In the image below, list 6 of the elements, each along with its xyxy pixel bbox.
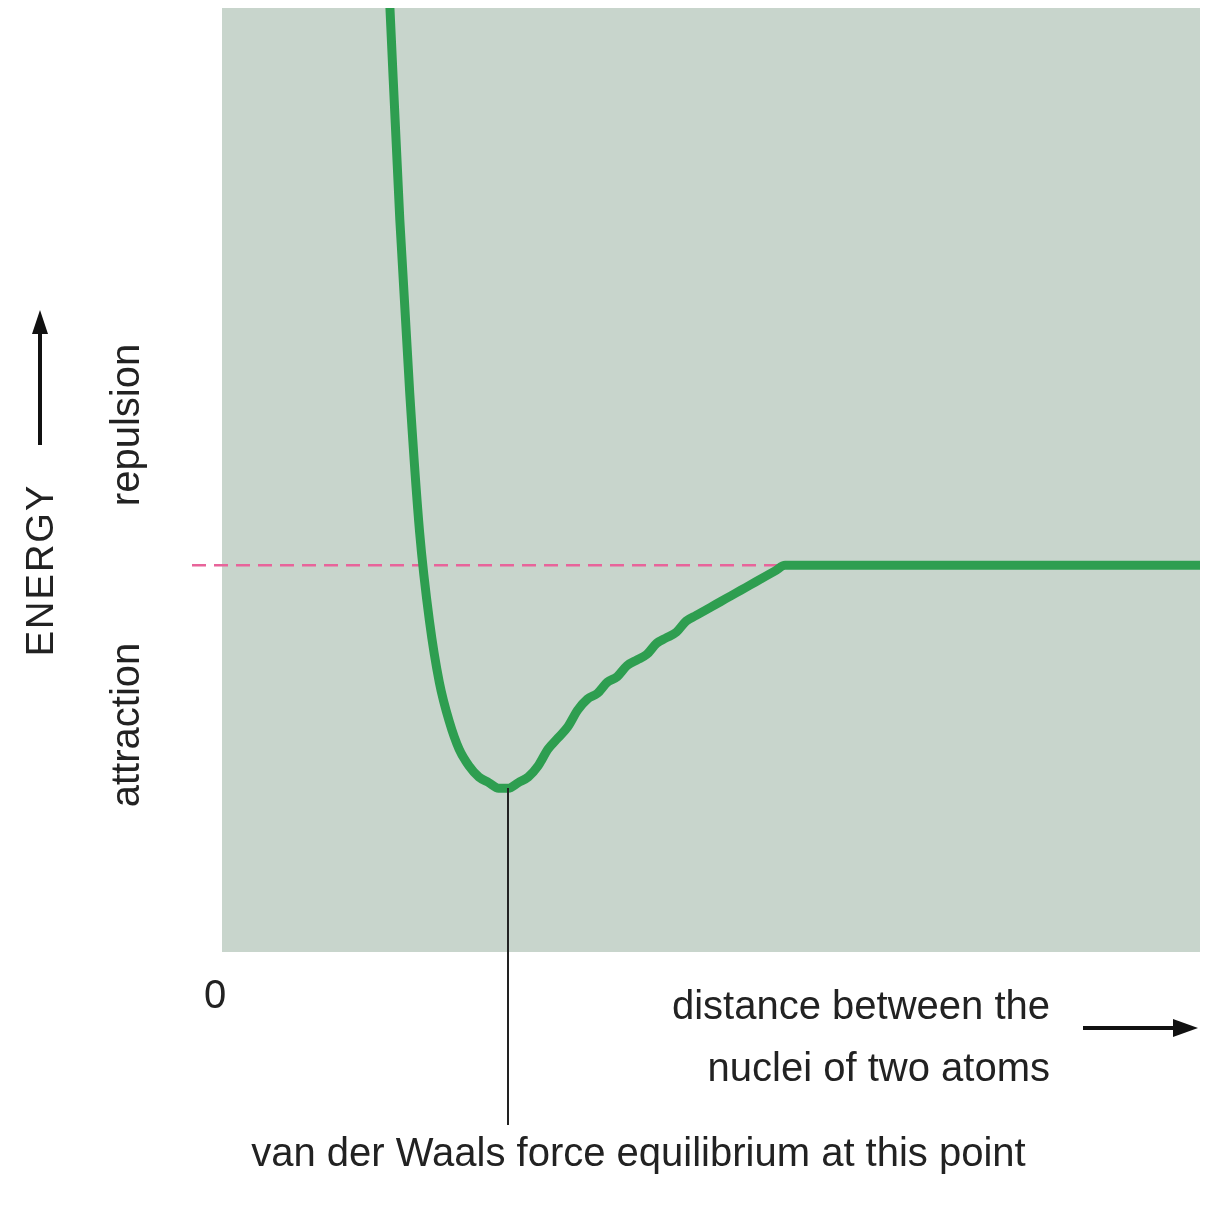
x-axis-title: distance between the nuclei of two atoms	[670, 982, 1050, 1091]
text: attraction	[102, 642, 148, 808]
text: van der Waals force equilibrium at this point	[251, 1130, 1026, 1175]
y-axis-title: ENERGY	[18, 483, 62, 657]
text: repulsion	[102, 344, 148, 507]
text: 0	[204, 972, 227, 1017]
